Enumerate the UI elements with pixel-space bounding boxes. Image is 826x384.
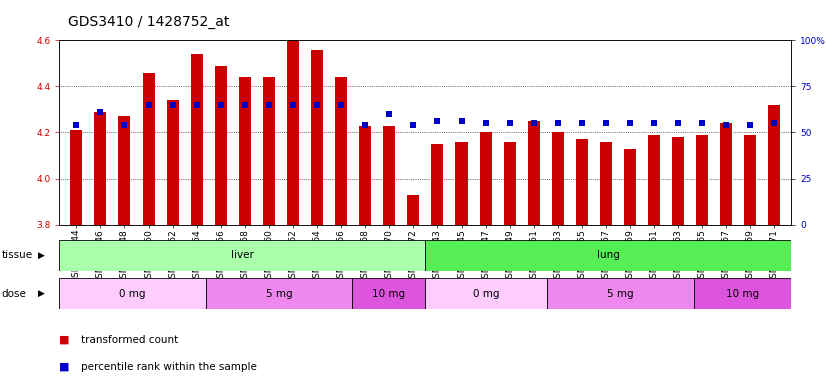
Bar [528, 121, 539, 225]
Bar [94, 112, 107, 225]
Text: ■: ■ [59, 362, 70, 372]
Bar [311, 50, 323, 225]
Bar [648, 135, 660, 225]
Text: ■: ■ [59, 335, 70, 345]
Point [166, 102, 179, 108]
Bar [480, 132, 491, 225]
Point [695, 120, 709, 126]
Bar [206, 278, 352, 309]
Bar [191, 54, 202, 225]
Bar [576, 139, 588, 225]
Bar [143, 73, 154, 225]
Bar [335, 77, 347, 225]
Point [768, 120, 781, 126]
Point [600, 120, 613, 126]
Text: 5 mg: 5 mg [266, 289, 292, 299]
Bar [239, 77, 251, 225]
Bar [624, 149, 636, 225]
Point [238, 102, 251, 108]
Bar [59, 278, 206, 309]
Bar [425, 240, 791, 271]
Point [214, 102, 227, 108]
Bar [407, 195, 420, 225]
Text: ▶: ▶ [38, 251, 45, 260]
Text: 5 mg: 5 mg [607, 289, 634, 299]
Point [118, 122, 131, 128]
Point [503, 120, 516, 126]
Bar [263, 77, 275, 225]
Point [648, 120, 661, 126]
Bar [425, 278, 548, 309]
Bar [359, 126, 371, 225]
Point [575, 120, 588, 126]
Point [287, 102, 300, 108]
Point [190, 102, 203, 108]
Text: ▶: ▶ [38, 289, 45, 298]
Point [527, 120, 540, 126]
Point [624, 120, 637, 126]
Bar [287, 40, 299, 225]
Bar [768, 105, 781, 225]
Text: GDS3410 / 1428752_at: GDS3410 / 1428752_at [68, 15, 229, 29]
Point [455, 118, 468, 124]
Point [142, 102, 155, 108]
Bar [720, 123, 733, 225]
Point [263, 102, 276, 108]
Point [69, 122, 83, 128]
Point [479, 120, 492, 126]
Point [358, 122, 372, 128]
Bar [352, 278, 425, 309]
Point [743, 122, 757, 128]
Point [719, 122, 733, 128]
Bar [383, 126, 396, 225]
Bar [548, 278, 694, 309]
Bar [552, 132, 564, 225]
Bar [59, 240, 425, 271]
Bar [70, 130, 83, 225]
Bar [215, 66, 227, 225]
Text: 10 mg: 10 mg [726, 289, 759, 299]
Bar [118, 116, 131, 225]
Point [335, 102, 348, 108]
Bar [431, 144, 444, 225]
Text: 10 mg: 10 mg [373, 289, 406, 299]
Bar [694, 278, 791, 309]
Text: transformed count: transformed count [81, 335, 178, 345]
Point [382, 111, 396, 117]
Bar [455, 142, 468, 225]
Text: dose: dose [2, 289, 26, 299]
Bar [744, 135, 757, 225]
Bar [600, 142, 612, 225]
Point [551, 120, 564, 126]
Point [406, 122, 420, 128]
Text: percentile rank within the sample: percentile rank within the sample [81, 362, 257, 372]
Point [672, 120, 685, 126]
Point [311, 102, 324, 108]
Bar [504, 142, 515, 225]
Text: 0 mg: 0 mg [473, 289, 500, 299]
Text: liver: liver [231, 250, 254, 260]
Text: lung: lung [597, 250, 620, 260]
Point [431, 118, 444, 124]
Text: 0 mg: 0 mg [120, 289, 146, 299]
Bar [167, 100, 178, 225]
Bar [672, 137, 684, 225]
Point [94, 109, 107, 115]
Bar [696, 135, 708, 225]
Text: tissue: tissue [2, 250, 33, 260]
